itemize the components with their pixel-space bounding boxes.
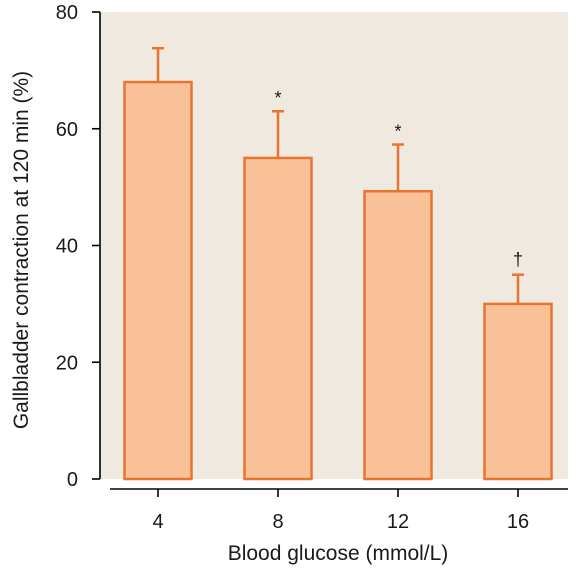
x-tick-label: 12: [387, 511, 409, 533]
y-tick-label: 20: [56, 352, 78, 374]
y-axis-title: Gallbladder contraction at 120 min (%): [10, 71, 33, 429]
x-axis-title: Blood glucose (mmol/L): [228, 542, 449, 565]
x-tick-label: 16: [507, 511, 529, 533]
bar: [243, 156, 313, 481]
x-tick-label: 8: [272, 511, 283, 533]
significance-marker: *: [394, 122, 401, 142]
y-tick-label: 60: [56, 119, 78, 141]
y-tick-label: 80: [56, 2, 78, 24]
y-tick-label: 40: [56, 236, 78, 258]
bars-group: * * †: [123, 46, 553, 481]
y-tick-label: 0: [67, 469, 78, 491]
y-axis: 0 20 40 60 80: [56, 2, 101, 491]
significance-marker: *: [274, 88, 281, 108]
x-tick-label: 4: [152, 511, 163, 533]
significance-marker: †: [513, 250, 523, 270]
bar: [483, 302, 553, 481]
bar: [363, 189, 433, 481]
bar: [123, 80, 193, 481]
x-axis: 4 8 12 16: [110, 488, 568, 533]
